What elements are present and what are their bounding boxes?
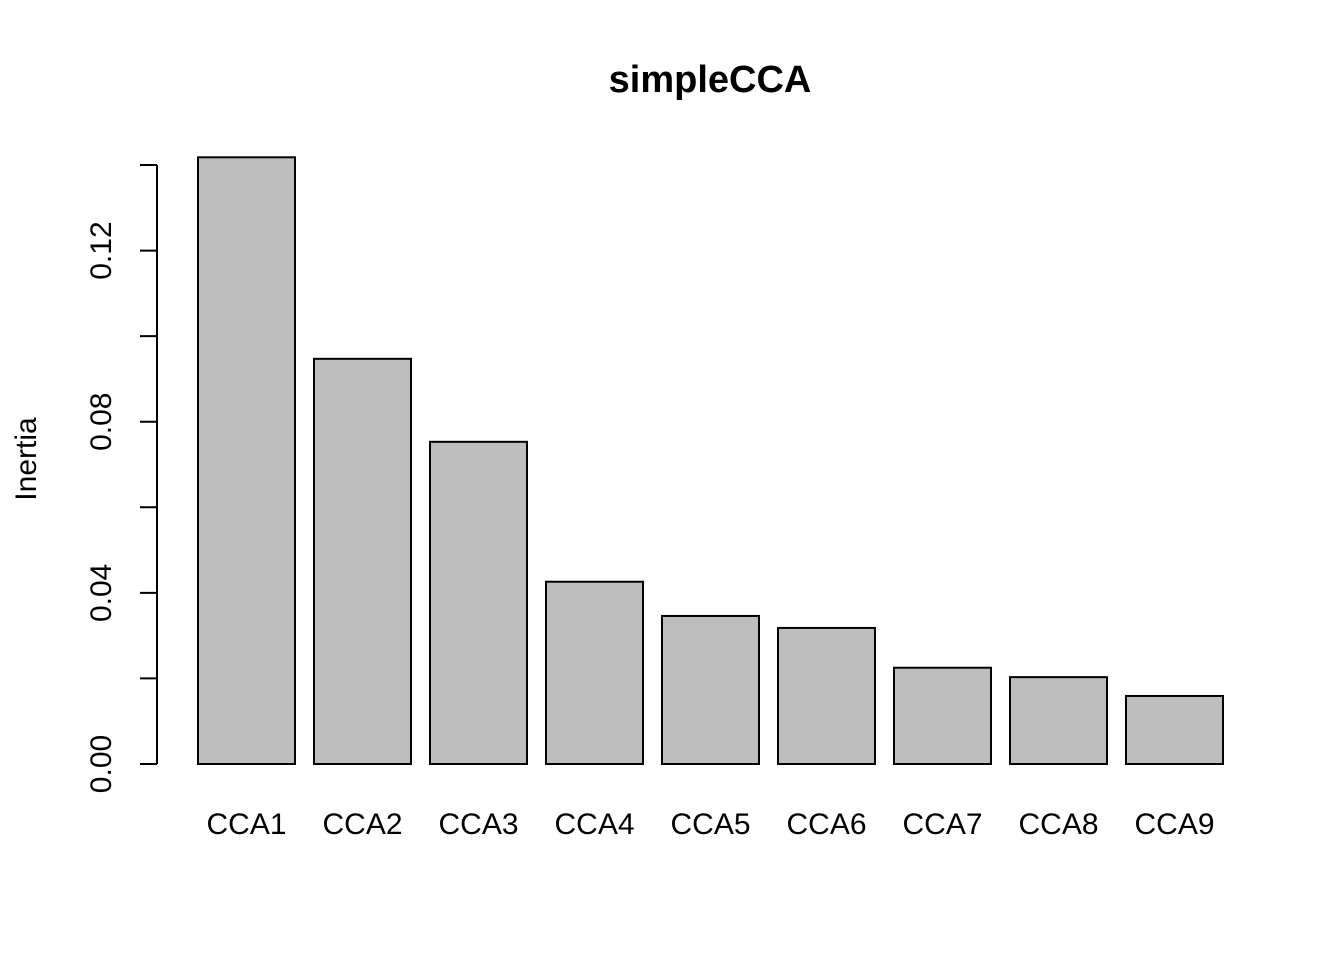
x-tick-label: CCA7 <box>902 808 982 841</box>
x-tick-label: CCA8 <box>1018 808 1098 841</box>
bar-cca5 <box>661 614 760 765</box>
bar-cca4 <box>545 580 644 765</box>
x-tick-label: CCA9 <box>1134 808 1214 841</box>
x-tick-label: CCA5 <box>670 808 750 841</box>
y-tick-label: 0.04 <box>85 564 118 622</box>
x-tick-label: CCA1 <box>206 808 286 841</box>
y-tick-label: 0.00 <box>85 735 118 793</box>
y-tick-label: 0.12 <box>85 221 118 279</box>
x-axis-labels: CCA1 CCA2 CCA3 CCA4 CCA5 CCA6 CCA7 CCA8 CCA9 <box>206 808 1214 841</box>
bar-cca6 <box>777 626 876 765</box>
bar-cca2 <box>313 357 412 765</box>
x-tick-label: CCA6 <box>786 808 866 841</box>
bar-cca8 <box>1009 676 1108 766</box>
chart-title: simpleCCA <box>609 59 812 101</box>
x-tick-label: CCA2 <box>322 808 402 841</box>
y-axis-label: Inertia <box>10 417 43 501</box>
y-tick-label: 0.08 <box>85 393 118 451</box>
bar-cca9 <box>1125 694 1224 765</box>
x-tick-label: CCA4 <box>554 808 634 841</box>
y-axis: 0.00 0.04 0.08 0.12 <box>85 164 158 793</box>
x-tick-label: CCA3 <box>438 808 518 841</box>
bars <box>197 156 1224 766</box>
bar-cca3 <box>429 440 528 765</box>
bar-cca7 <box>893 666 992 765</box>
bar-cca1 <box>197 156 296 765</box>
